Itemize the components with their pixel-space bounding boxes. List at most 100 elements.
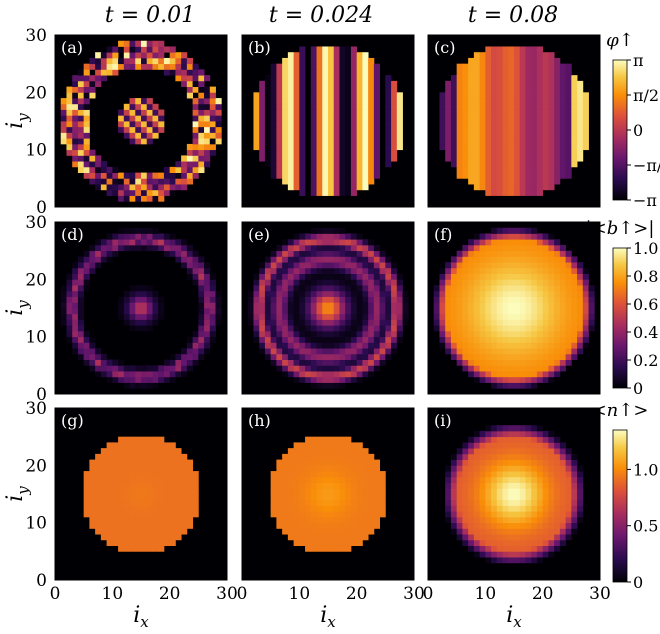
heatmap-cell xyxy=(316,308,323,315)
heatmap-cell xyxy=(373,494,380,501)
heatmap-cell xyxy=(333,138,340,145)
heatmap-cell xyxy=(542,75,549,82)
heatmap-cell xyxy=(322,86,329,93)
heatmap-cell xyxy=(316,516,323,524)
heatmap-cell xyxy=(209,121,216,128)
heatmap-cell xyxy=(282,476,289,483)
heatmap-cell xyxy=(83,353,90,360)
heatmap-cell xyxy=(439,302,446,309)
heatmap-cell xyxy=(368,57,375,65)
heatmap-cell xyxy=(391,279,398,286)
heatmap-cell xyxy=(525,325,532,332)
heatmap-cell xyxy=(100,465,107,472)
heatmap-cell xyxy=(456,172,463,179)
heatmap-cell xyxy=(373,505,380,512)
heatmap-cell xyxy=(175,353,182,360)
heatmap-cell xyxy=(209,86,216,93)
heatmap-cell xyxy=(559,488,566,495)
heatmap-cell xyxy=(72,279,79,286)
heatmap-cell xyxy=(456,290,463,297)
heatmap-cell xyxy=(356,353,363,360)
heatmap-cell xyxy=(152,172,159,179)
heatmap-cell xyxy=(502,227,509,234)
heatmap-cell xyxy=(439,98,446,105)
heatmap-cell xyxy=(396,121,403,128)
heatmap-cell xyxy=(66,273,73,280)
heatmap-cell xyxy=(571,511,578,518)
heatmap-cell xyxy=(525,227,532,234)
heatmap-cell xyxy=(198,290,205,297)
heatmap-cell xyxy=(322,453,329,460)
heatmap-cell xyxy=(462,121,469,128)
heatmap-cell xyxy=(141,302,148,309)
heatmap-cell xyxy=(479,471,486,478)
heatmap-cell xyxy=(536,330,544,338)
heatmap-cell xyxy=(146,442,153,449)
heatmap-cell xyxy=(565,476,572,483)
heatmap-cell xyxy=(391,121,398,128)
heatmap-cell xyxy=(123,511,130,518)
heatmap-cell xyxy=(118,296,125,303)
heatmap-cell xyxy=(310,98,317,105)
heatmap-cell xyxy=(508,184,515,191)
heatmap-cell xyxy=(169,166,176,173)
heatmap-cell xyxy=(328,189,335,196)
heatmap-cell xyxy=(402,313,409,320)
heatmap-cell xyxy=(192,161,199,168)
heatmap-cell xyxy=(514,459,521,466)
heatmap-cell xyxy=(485,557,492,564)
heatmap-cell xyxy=(83,494,90,501)
heatmap-cell xyxy=(158,448,165,455)
heatmap-cell xyxy=(462,115,469,122)
heatmap-cell xyxy=(485,143,492,151)
heatmap-cell xyxy=(559,166,566,173)
heatmap-cell xyxy=(450,499,458,506)
heatmap-cell xyxy=(356,348,363,355)
heatmap-cell xyxy=(577,149,584,156)
heatmap-cell xyxy=(345,161,352,168)
heatmap-cell xyxy=(468,471,475,478)
heatmap-cell xyxy=(152,319,159,326)
heatmap-cell xyxy=(135,285,142,292)
heatmap-cell xyxy=(322,459,329,466)
heatmap-cell xyxy=(328,115,335,122)
heatmap-cell xyxy=(531,115,538,122)
heatmap-cell xyxy=(316,499,323,506)
heatmap-cell xyxy=(350,522,358,529)
heatmap-cell xyxy=(135,126,142,133)
heatmap-cell xyxy=(468,256,475,263)
heatmap-cell xyxy=(519,528,526,535)
heatmap-cell xyxy=(204,149,211,156)
heatmap-cell xyxy=(514,545,521,552)
heatmap-cell xyxy=(345,172,352,179)
heatmap-cell xyxy=(396,279,403,286)
heatmap-cell xyxy=(362,325,369,332)
heatmap-cell xyxy=(339,121,346,128)
heatmap-cell xyxy=(339,285,346,292)
heatmap-cell xyxy=(542,471,549,478)
heatmap-cell xyxy=(473,471,480,478)
heatmap-cell xyxy=(479,448,486,455)
heatmap-cell xyxy=(135,499,142,506)
heatmap-cell xyxy=(141,52,148,59)
heatmap-cell xyxy=(129,244,136,252)
heatmap-cell xyxy=(299,98,306,105)
heatmap-cell xyxy=(350,86,358,93)
heatmap-cell xyxy=(310,494,317,501)
heatmap-cell xyxy=(141,325,148,332)
heatmap-cell xyxy=(468,166,475,173)
heatmap-cell xyxy=(502,63,509,70)
heatmap-cell xyxy=(77,308,85,315)
heatmap-cell xyxy=(129,126,136,133)
heatmap-cell xyxy=(548,494,555,501)
heatmap-cell xyxy=(345,516,352,524)
heatmap-cell xyxy=(106,46,113,53)
heatmap-cell xyxy=(559,539,566,546)
heatmap-cell xyxy=(536,166,544,173)
heatmap-cell xyxy=(345,511,352,518)
heatmap-cell xyxy=(135,132,142,139)
heatmap-cell xyxy=(531,109,538,116)
x-tick-label: 20 xyxy=(159,584,181,604)
heatmap-cell xyxy=(299,313,306,320)
heatmap-cell xyxy=(456,448,463,455)
